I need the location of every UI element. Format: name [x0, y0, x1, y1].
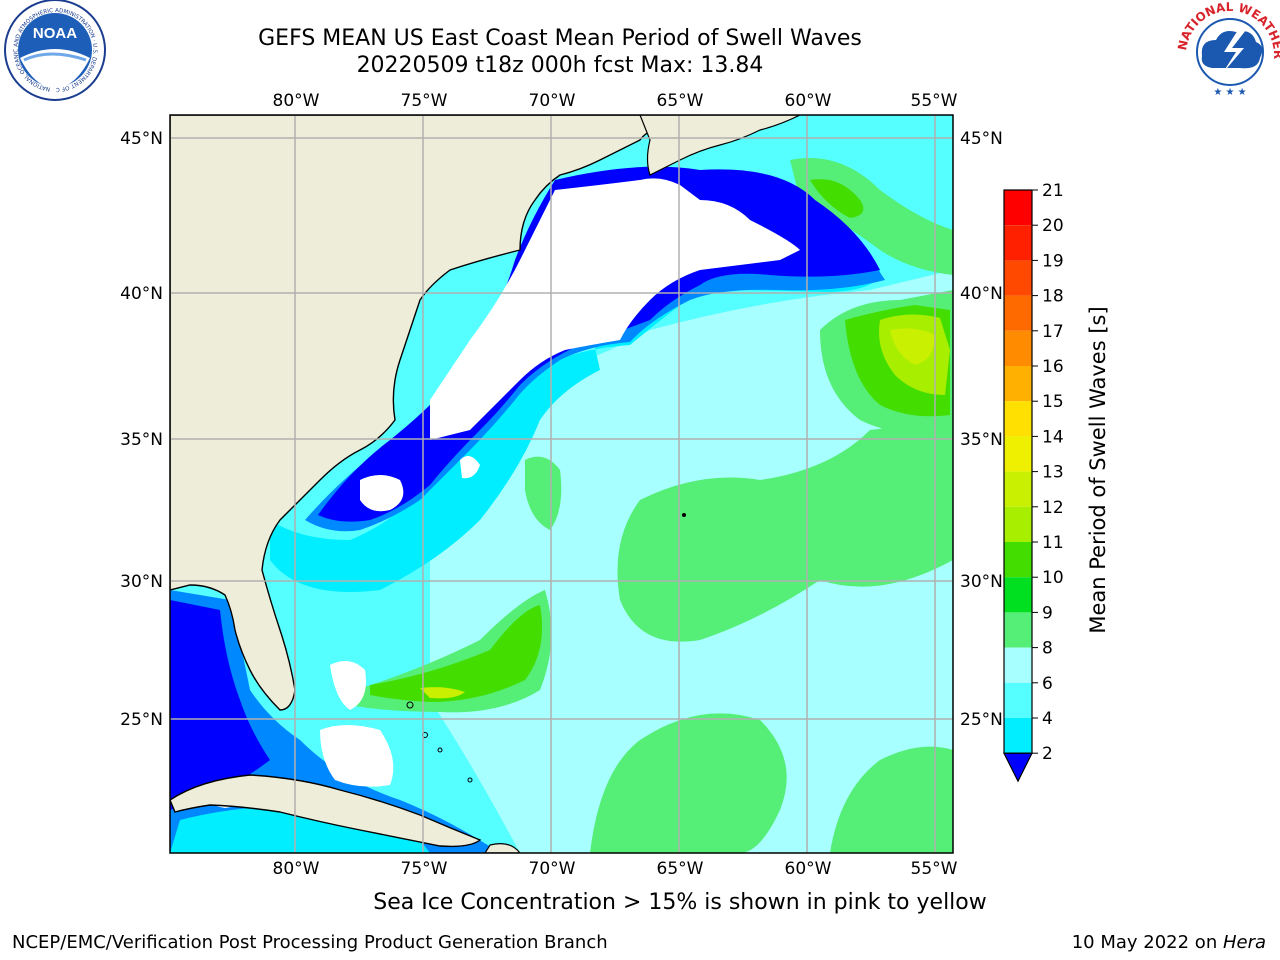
- lat-label: 30°N: [960, 572, 1003, 592]
- svg-text:NATIONAL WEATHER SERVICE: NATIONAL WEATHER SERVICE: [0, 0, 1280, 59]
- lat-label: 45°N: [120, 129, 163, 149]
- colorbar-tick-label: 16: [1042, 357, 1064, 377]
- lon-labels-bottom: 80°W 75°W 70°W 65°W 60°W 55°W: [273, 859, 958, 879]
- colorbar-tick-label: 19: [1042, 251, 1064, 271]
- lat-label: 35°N: [120, 430, 163, 450]
- swell-zone-9-10s: [617, 420, 953, 642]
- lon-label: 70°W: [529, 91, 576, 111]
- map-title: GEFS MEAN US East Coast Mean Period of S…: [258, 26, 862, 51]
- lon-label: 75°W: [401, 859, 448, 879]
- colorbar-segment: [1004, 506, 1032, 542]
- colorbar-segment: [1004, 366, 1032, 402]
- credit-date-text: 10 May 2022 on: [1071, 932, 1223, 953]
- colorbar-tick-label: 9: [1042, 603, 1053, 623]
- lon-label: 75°W: [401, 91, 448, 111]
- colorbar-tick-label: 17: [1042, 322, 1064, 342]
- colorbar-segment: [1004, 401, 1032, 437]
- colorbar-segment: [1004, 718, 1032, 754]
- lat-labels-left: 45°N 40°N 35°N 30°N 25°N: [120, 129, 163, 730]
- colorbar-segment: [1004, 330, 1032, 366]
- colorbar-segment: [1004, 260, 1032, 296]
- swell-zone-11-12s: [370, 605, 543, 702]
- maritimes-land: [639, 115, 801, 176]
- colorbar-tick-label: 8: [1042, 639, 1053, 659]
- credit-machine: Hera: [1222, 932, 1266, 953]
- colorbar-tick-label: 11: [1042, 533, 1064, 553]
- colorbar-tick-label: 4: [1042, 709, 1053, 729]
- svg-text:★ ★ ★: ★ ★ ★: [1213, 87, 1246, 98]
- colorbar-segment: [1004, 436, 1032, 472]
- lon-label: 80°W: [273, 859, 320, 879]
- map-panel: [170, 115, 953, 853]
- lat-label: 35°N: [960, 430, 1003, 450]
- lat-label: 25°N: [960, 710, 1003, 730]
- colorbar-extend-arrow: [1003, 752, 1033, 783]
- credit-date: 10 May 2022 on Hera: [1072, 932, 1266, 953]
- colorbar-tick-label: 10: [1042, 568, 1064, 588]
- colorbar-segment: [1004, 647, 1032, 683]
- lon-label: 55°W: [911, 91, 958, 111]
- noaa-logo-text: NOAA: [33, 25, 77, 42]
- north-america-land: [170, 115, 701, 711]
- colorbar-tick-label: 14: [1042, 427, 1064, 447]
- lon-label: 60°W: [785, 859, 832, 879]
- lat-label: 30°N: [120, 572, 163, 592]
- colorbar-segment: [1004, 577, 1032, 613]
- colorbar-segment: [1004, 225, 1032, 261]
- lon-label: 70°W: [529, 859, 576, 879]
- colorbar-tick-label: 21: [1042, 181, 1064, 201]
- lon-label: 60°W: [785, 91, 832, 111]
- nws-logo-icon: NATIONAL WEATHER SERVICE ★ ★ ★: [0, 0, 1280, 102]
- map-gridlines: [170, 115, 953, 853]
- lat-labels-right: 45°N 40°N 35°N 30°N 25°N: [960, 129, 1003, 730]
- colorbar-tick-label: 12: [1042, 498, 1064, 518]
- no-data-shelf-region: [430, 178, 800, 441]
- lat-label: 25°N: [120, 710, 163, 730]
- lat-label: 45°N: [960, 129, 1003, 149]
- lon-labels-top: 80°W 75°W 70°W 65°W 60°W 55°W: [273, 91, 958, 111]
- noaa-logo-icon: NOAA NATIONAL OCEANIC AND ATMOSPHERIC AD…: [0, 0, 106, 101]
- colorbar-label: Mean Period of Swell Waves [s]: [1086, 306, 1110, 633]
- colorbar: 21 20 19 18 17 16 15 14 13 12 11 10 9 8 6 4 2: [1003, 181, 1064, 783]
- lat-label: 40°N: [960, 284, 1003, 304]
- map-subtitle: 20220509 t18z 000h fcst Max: 13.84: [356, 53, 764, 78]
- colorbar-segment: [1004, 612, 1032, 648]
- lon-label: 55°W: [911, 859, 958, 879]
- colorbar-segment: [1004, 542, 1032, 578]
- sea-ice-note: Sea Ice Concentration > 15% is shown in …: [373, 890, 987, 915]
- colorbar-tick-label: 13: [1042, 463, 1064, 483]
- colorbar-tick-label: 20: [1042, 216, 1064, 236]
- cuba-land: [170, 774, 482, 848]
- colorbar-segment: [1004, 682, 1032, 718]
- colorbar-tick-label: 2: [1042, 744, 1053, 764]
- lon-label: 65°W: [657, 859, 704, 879]
- map-frame: [169, 114, 954, 854]
- colorbar-segment: [1004, 190, 1032, 226]
- colorbar-segment: [1004, 471, 1032, 507]
- lon-label: 65°W: [657, 91, 704, 111]
- colorbar-segment: [1004, 295, 1032, 331]
- colorbar-tick-label: 6: [1042, 674, 1053, 694]
- colorbar-tick-label: 15: [1042, 392, 1064, 412]
- colorbar-tick-label: 18: [1042, 287, 1064, 307]
- credit-branch: NCEP/EMC/Verification Post Processing Pr…: [12, 932, 608, 953]
- lat-label: 40°N: [120, 284, 163, 304]
- lon-label: 80°W: [273, 91, 320, 111]
